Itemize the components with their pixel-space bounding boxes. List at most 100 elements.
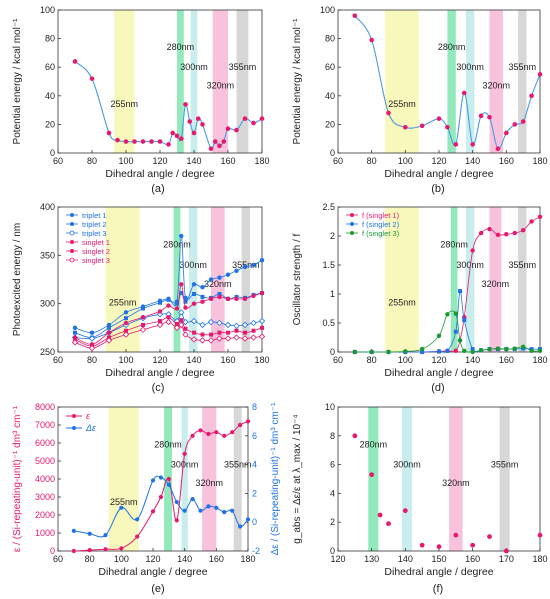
data-point	[195, 116, 201, 121]
data-point	[158, 494, 164, 500]
data-point	[495, 232, 501, 238]
band-320nm	[202, 407, 217, 551]
chart-b: 60 80 100 120 140 160 180 0 20 40 60 80 100 Dihedral …	[292, 5, 548, 195]
x-tick-label: 160	[499, 355, 514, 365]
x-tick-label: 80	[367, 156, 377, 166]
x-tick-label: 180	[532, 554, 547, 564]
data-point	[72, 325, 78, 331]
chart-d: 60 80 100 120 140 160 180 0 0.5 1 1.5 2 2.5 Dihedral …	[292, 202, 548, 394]
x-tick-label: 170	[499, 554, 514, 564]
data-point	[190, 317, 198, 325]
y-tick-label: 20	[325, 119, 335, 129]
data-point	[158, 319, 162, 324]
data-point	[369, 37, 374, 43]
data-point	[89, 330, 95, 335]
band-label: 255nm	[388, 99, 416, 109]
data-point	[72, 59, 78, 64]
data-point	[150, 509, 156, 514]
x-tick-label: 60	[333, 156, 343, 166]
series-line	[354, 310, 541, 353]
band-label: 280nm	[360, 439, 388, 449]
data-point	[207, 337, 215, 344]
data-point	[504, 130, 509, 136]
data-point	[183, 295, 188, 301]
data-point	[258, 317, 266, 325]
data-point	[221, 139, 227, 144]
panel-label: (a)	[151, 183, 164, 195]
data-point	[461, 90, 467, 96]
data-point	[487, 534, 492, 539]
data-point	[141, 306, 145, 311]
band-label: 255nm	[388, 298, 416, 308]
data-point	[165, 318, 172, 326]
x-tick-label: 140	[177, 554, 192, 564]
data-point	[217, 292, 222, 296]
y-right-axis-label: Δε / (Si-repeating-unit)⁻¹ dm³ cm⁻¹	[270, 402, 281, 556]
x-tick-label: 120	[431, 355, 446, 365]
y-tick-label: 2.5	[322, 202, 335, 212]
band-label: 320nm	[442, 478, 470, 488]
data-point	[124, 316, 128, 321]
band-355nm	[233, 407, 242, 551]
data-point	[245, 517, 251, 522]
x-tick-label: 140	[465, 156, 480, 166]
band-label: 280nm	[440, 240, 468, 250]
data-point	[222, 510, 227, 515]
x-tick-label: 80	[367, 355, 377, 365]
legend-label: singlet 3	[82, 256, 110, 265]
data-point	[157, 139, 163, 144]
data-point	[206, 504, 211, 509]
data-point	[140, 139, 146, 144]
data-point	[166, 142, 171, 147]
data-point	[234, 127, 239, 133]
data-point	[183, 299, 188, 304]
data-point	[251, 262, 256, 268]
y-right-tick-label: 2	[252, 488, 257, 498]
data-point	[242, 296, 248, 302]
x-tick-label: 140	[186, 156, 201, 166]
data-point	[166, 476, 171, 482]
data-point	[437, 349, 441, 354]
data-point	[352, 433, 358, 439]
legend-marker	[350, 213, 354, 217]
data-point	[230, 430, 235, 435]
data-point	[179, 318, 184, 323]
y-tick-label: 80	[325, 34, 335, 44]
x-tick-label: 100	[118, 355, 133, 365]
legend-marker	[70, 213, 74, 217]
band-label: 320nm	[207, 81, 235, 91]
data-point	[89, 76, 95, 81]
data-point	[183, 305, 188, 310]
data-point	[478, 113, 484, 119]
data-point	[175, 321, 179, 326]
band-280nm	[173, 207, 181, 352]
legend-label: singlet 1	[82, 238, 110, 247]
data-point	[470, 248, 475, 253]
y-tick-label: 0	[50, 546, 55, 556]
data-point	[258, 333, 266, 340]
x-axis-label: Dihedral angle / degree	[384, 168, 493, 180]
band-label: 320nm	[482, 279, 510, 289]
band-355nm	[518, 10, 527, 153]
data-point	[214, 430, 219, 435]
x-tick-label: 130	[364, 554, 379, 564]
data-point	[224, 321, 232, 329]
data-point	[241, 321, 249, 329]
band-300nm	[181, 407, 188, 551]
band-label: 280nm	[163, 240, 191, 250]
data-point	[124, 328, 128, 333]
data-point	[436, 116, 442, 121]
y-tick-label: 1.5	[322, 260, 335, 270]
band-label: 255nm	[111, 99, 139, 109]
data-point	[495, 346, 501, 351]
y-tick-label: 400	[40, 202, 55, 212]
data-point	[174, 306, 180, 311]
data-point	[243, 330, 247, 335]
data-point	[170, 130, 176, 136]
data-point	[166, 482, 171, 487]
data-point	[457, 338, 463, 343]
x-tick-label: 100	[398, 355, 413, 365]
data-point	[183, 102, 188, 107]
data-point	[233, 334, 240, 341]
data-point	[470, 347, 475, 352]
